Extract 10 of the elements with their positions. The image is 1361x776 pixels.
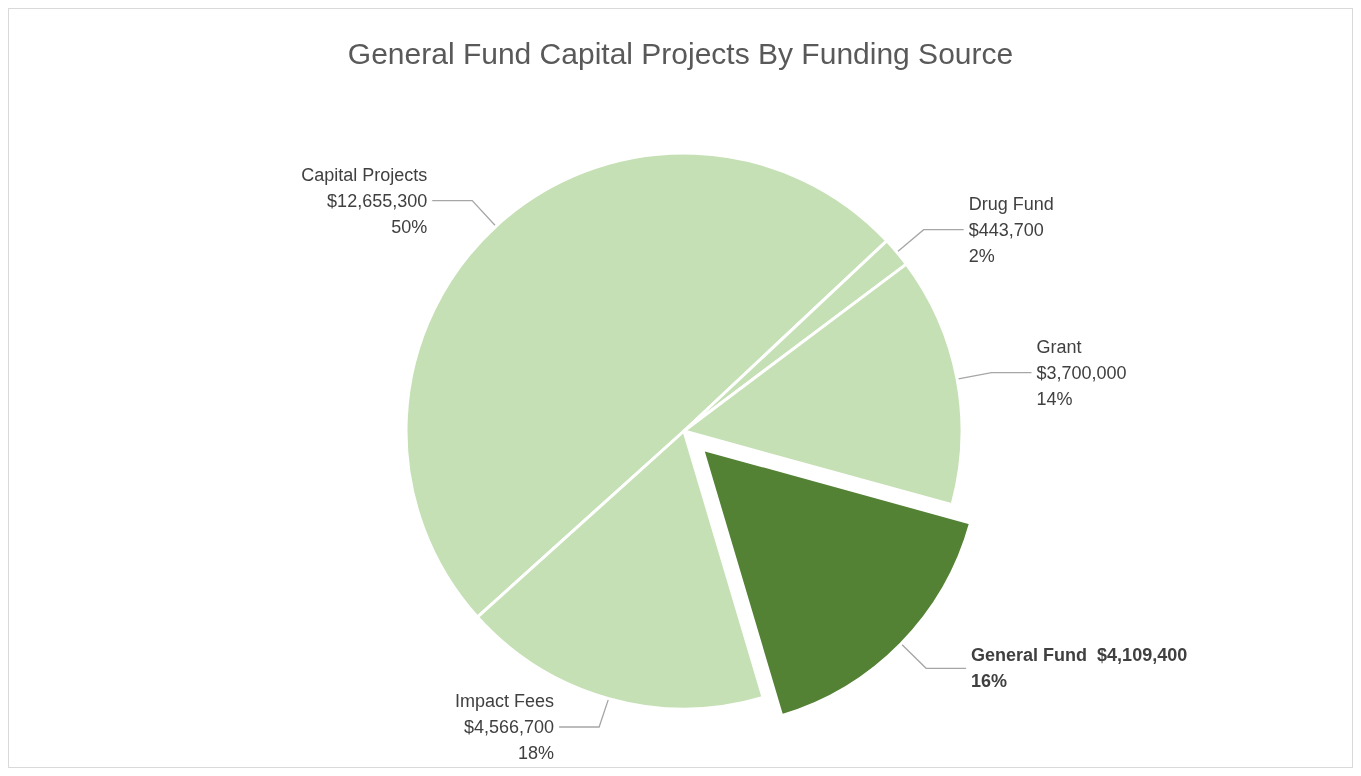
data-label: $4,566,700 18% xyxy=(464,717,555,763)
data-label: $3,700,000 14% xyxy=(1036,362,1127,409)
data-label: $443,700 2% xyxy=(968,219,1044,266)
data-label: $12,655,300 50% xyxy=(327,190,428,237)
slice-label: General Fund $4,109,400 16% xyxy=(971,645,1188,692)
slice-label: Grant xyxy=(1036,336,1082,357)
slice-label: Capital Projects xyxy=(301,164,428,185)
chart-title: General Fund Capital Projects By Funding Source xyxy=(347,36,1014,70)
slice-label: Impact Fees xyxy=(455,691,555,711)
slice-label: Drug Fund xyxy=(968,193,1054,214)
